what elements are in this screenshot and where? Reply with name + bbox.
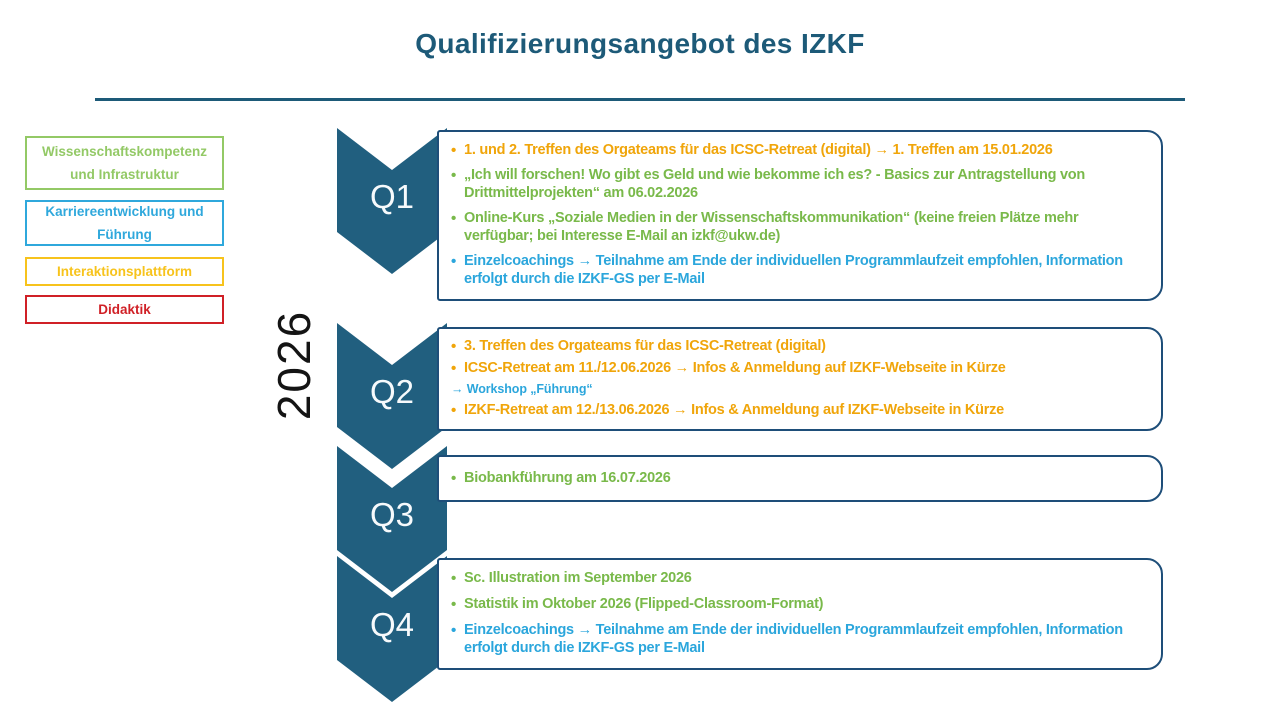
chevron-q2: Q2 <box>337 323 447 469</box>
agenda-item: • Sc. Illustration im September 2026 <box>451 570 1149 588</box>
quarter-label-q4: Q4 <box>369 606 415 643</box>
bullet-dot: • <box>451 596 457 614</box>
bullet-dot: • <box>451 469 457 487</box>
title-underline <box>95 98 1185 101</box>
agenda-item-text: Einzelcoachings → Teilnahme am Ende der … <box>464 622 1123 656</box>
agenda-item: • 3. Treffen des Orgateams für das ICSC-… <box>451 338 1149 356</box>
bullet-dot: • <box>451 167 457 185</box>
quarter-label-q3: Q3 <box>369 496 415 533</box>
agenda-item-text: Statistik im Oktober 2026 (Flipped-Class… <box>464 596 824 613</box>
bullet-dot: • <box>451 210 457 228</box>
q4-content-box: • Sc. Illustration im September 2026 • S… <box>437 558 1163 670</box>
q3-content-box: • Biobankführung am 16.07.2026 <box>437 455 1163 502</box>
legend-interaktionsplattform: Interaktionsplattform <box>25 257 224 286</box>
agenda-item-text: ICSC-Retreat am 11./12.06.2026 → Infos &… <box>464 360 1006 377</box>
agenda-item: • „Ich will forschen! Wo gibt es Geld un… <box>451 167 1149 203</box>
agenda-item: • 1. und 2. Treffen des Orgateams für da… <box>451 142 1149 160</box>
quarter-label-q2: Q2 <box>369 373 415 410</box>
chevron-q1: Q1 <box>337 128 447 274</box>
agenda-item-text: → Workshop „Führung“ <box>451 382 593 397</box>
legend-wissenschaftskompetenz: Wissenschaftskompetenz und Infrastruktur <box>25 136 224 190</box>
bullet-dot: • <box>451 622 457 640</box>
legend-karriereentwicklung: Karriereentwicklung und Führung <box>25 200 224 246</box>
agenda-item-text: Online-Kurs „Soziale Medien in der Wisse… <box>464 210 1079 244</box>
quarter-label-q1: Q1 <box>369 178 415 215</box>
legend-didaktik: Didaktik <box>25 295 224 324</box>
agenda-item-text: Einzelcoachings → Teilnahme am Ende der … <box>464 252 1123 287</box>
agenda-item: • ICSC-Retreat am 11./12.06.2026 → Infos… <box>451 360 1149 378</box>
page-title: Qualifizierungsangebot des IZKF <box>415 28 865 59</box>
agenda-item-text: 1. und 2. Treffen des Orgateams für das … <box>464 142 1053 159</box>
bullet-dot: • <box>451 338 457 356</box>
agenda-item: • IZKF-Retreat am 12./13.06.2026 → Infos… <box>451 402 1149 420</box>
agenda-item-text: Sc. Illustration im September 2026 <box>464 570 692 587</box>
bullet-dot: • <box>451 142 457 160</box>
q2-content-box: • 3. Treffen des Orgateams für das ICSC-… <box>437 327 1163 431</box>
agenda-item-text: 3. Treffen des Orgateams für das ICSC-Re… <box>464 338 826 355</box>
q1-content-box: • 1. und 2. Treffen des Orgateams für da… <box>437 130 1163 301</box>
chevron-down-shape <box>337 128 447 274</box>
agenda-item-text: IZKF-Retreat am 12./13.06.2026 → Infos &… <box>464 401 1004 418</box>
agenda-item: • Statistik im Oktober 2026 (Flipped-Cla… <box>451 596 1149 614</box>
bullet-dot: • <box>451 252 457 270</box>
chevron-down-shape <box>337 556 447 702</box>
agenda-item: • Online-Kurs „Soziale Medien in der Wis… <box>451 210 1149 246</box>
agenda-item-text: Biobankführung am 16.07.2026 <box>464 469 671 486</box>
chevron-down-shape <box>337 323 447 469</box>
chevron-q4: Q4 <box>337 556 447 702</box>
agenda-item: • Biobankführung am 16.07.2026 <box>451 470 1149 488</box>
agenda-item-text: „Ich will forschen! Wo gibt es Geld und … <box>464 167 1085 202</box>
bullet-dot: • <box>451 360 457 378</box>
chevron-q3: Q3 <box>337 446 447 592</box>
agenda-item: • Einzelcoachings → Teilnahme am Ende de… <box>451 253 1149 289</box>
bullet-dot: • <box>451 570 457 588</box>
bullet-dot: • <box>451 401 457 419</box>
chevron-down-shape <box>337 446 447 592</box>
year-label: 2026 <box>268 309 320 421</box>
agenda-item: • Einzelcoachings → Teilnahme am Ende de… <box>451 622 1149 658</box>
agenda-subitem: → Workshop „Führung“ <box>451 382 1149 398</box>
